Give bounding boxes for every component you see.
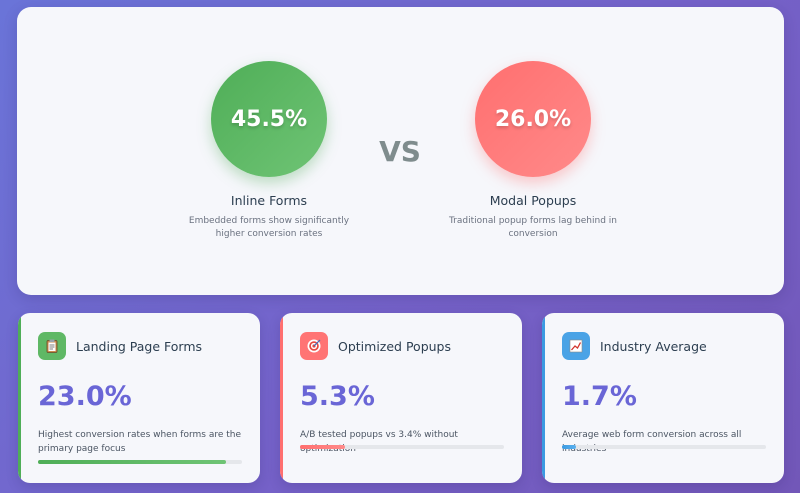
modal-popups-rate: 26.0% — [494, 106, 572, 132]
card-title: Optimized Popups — [338, 339, 452, 354]
card-accent — [542, 313, 545, 483]
card-accent — [280, 313, 283, 483]
modal-popups-title: Modal Popups — [489, 193, 577, 208]
progress-bar — [300, 445, 504, 449]
progress-fill — [38, 460, 226, 464]
card-value: 23.0% — [38, 381, 132, 412]
inline-forms-rate-circle: 45.5% — [211, 61, 327, 177]
chart-icon — [562, 332, 590, 360]
card-description: Highest conversion rates when forms are … — [38, 430, 242, 454]
progress-bar — [38, 460, 242, 464]
clipboard-icon — [38, 332, 66, 360]
card-description: A/B tested popups vs 3.4% without optimi… — [300, 430, 458, 454]
progress-fill — [562, 445, 577, 449]
landing-page-forms-card: Landing Page Forms 23.0% Highest convers… — [18, 313, 260, 483]
card-title: Landing Page Forms — [76, 339, 203, 354]
vs-label: VS — [379, 135, 421, 168]
optimized-popups-card: Optimized Popups 5.3% A/B tested popups … — [280, 313, 522, 483]
target-icon — [300, 332, 328, 360]
industry-average-card: Industry Average 1.7% Average web form c… — [542, 313, 784, 483]
modal-popups-description: Traditional popup forms lag behind in co… — [449, 216, 617, 239]
card-title: Industry Average — [600, 339, 707, 354]
card-accent — [18, 313, 21, 483]
modal-popups-rate-circle: 26.0% — [475, 61, 591, 177]
progress-fill — [300, 445, 345, 449]
inline-forms-rate: 45.5% — [230, 106, 308, 132]
card-value: 1.7% — [562, 381, 637, 412]
card-value: 5.3% — [300, 381, 375, 412]
inline-forms-description: Embedded forms show significantly higher… — [188, 216, 350, 239]
inline-forms-title: Inline Forms — [230, 193, 308, 208]
card-description: Average web form conversion across all i… — [562, 430, 742, 454]
comparison-panel: 45.5% VS 26.0% Inline Forms Embedded for… — [17, 7, 784, 295]
progress-bar — [562, 445, 766, 449]
